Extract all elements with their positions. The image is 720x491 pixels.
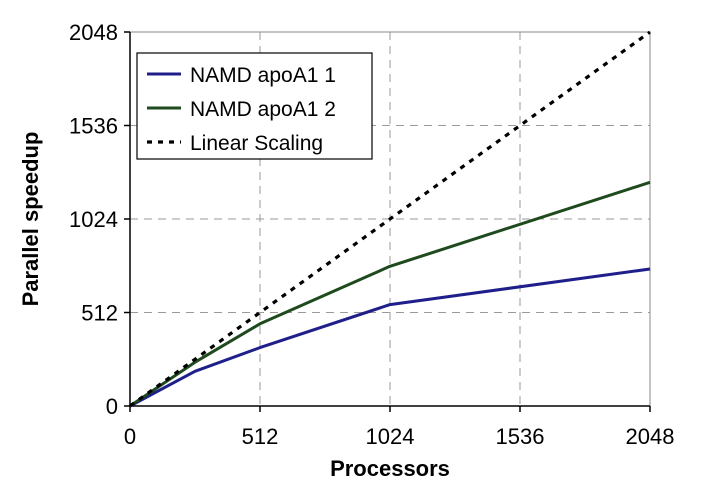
x-tick-label: 0 [124,424,136,449]
legend-label: NAMD apoA1 1 [190,64,336,87]
ticks: 0 512 1024 1536 2048 0 512 1024 1536 2048 [69,20,674,449]
legend-box [136,52,373,160]
x-tick-label: 1024 [366,424,415,449]
series-line-namd-apoa1-2 [129,180,651,408]
x-tick-label: 512 [242,424,279,449]
y-tick-label: 2048 [69,20,118,45]
series-line-namd-apoa1-1 [129,267,651,408]
x-tick-label: 2048 [626,424,675,449]
y-tick-label: 1024 [69,207,118,232]
y-tick-label: 1536 [69,114,118,139]
x-axis-title: Processors [330,456,450,481]
y-axis-title: Parallel speedup [18,132,43,307]
series-line-linear-scaling [129,30,651,408]
legend-label: NAMD apoA1 2 [190,98,336,121]
y-tick-label: 0 [106,394,118,419]
legend: NAMD apoA1 1 NAMD apoA1 2 Linear Scaling [136,52,373,160]
series-lines [129,30,651,408]
x-tick-label: 1536 [496,424,545,449]
legend-label: Linear Scaling [190,132,323,155]
y-tick-label: 512 [81,301,118,326]
